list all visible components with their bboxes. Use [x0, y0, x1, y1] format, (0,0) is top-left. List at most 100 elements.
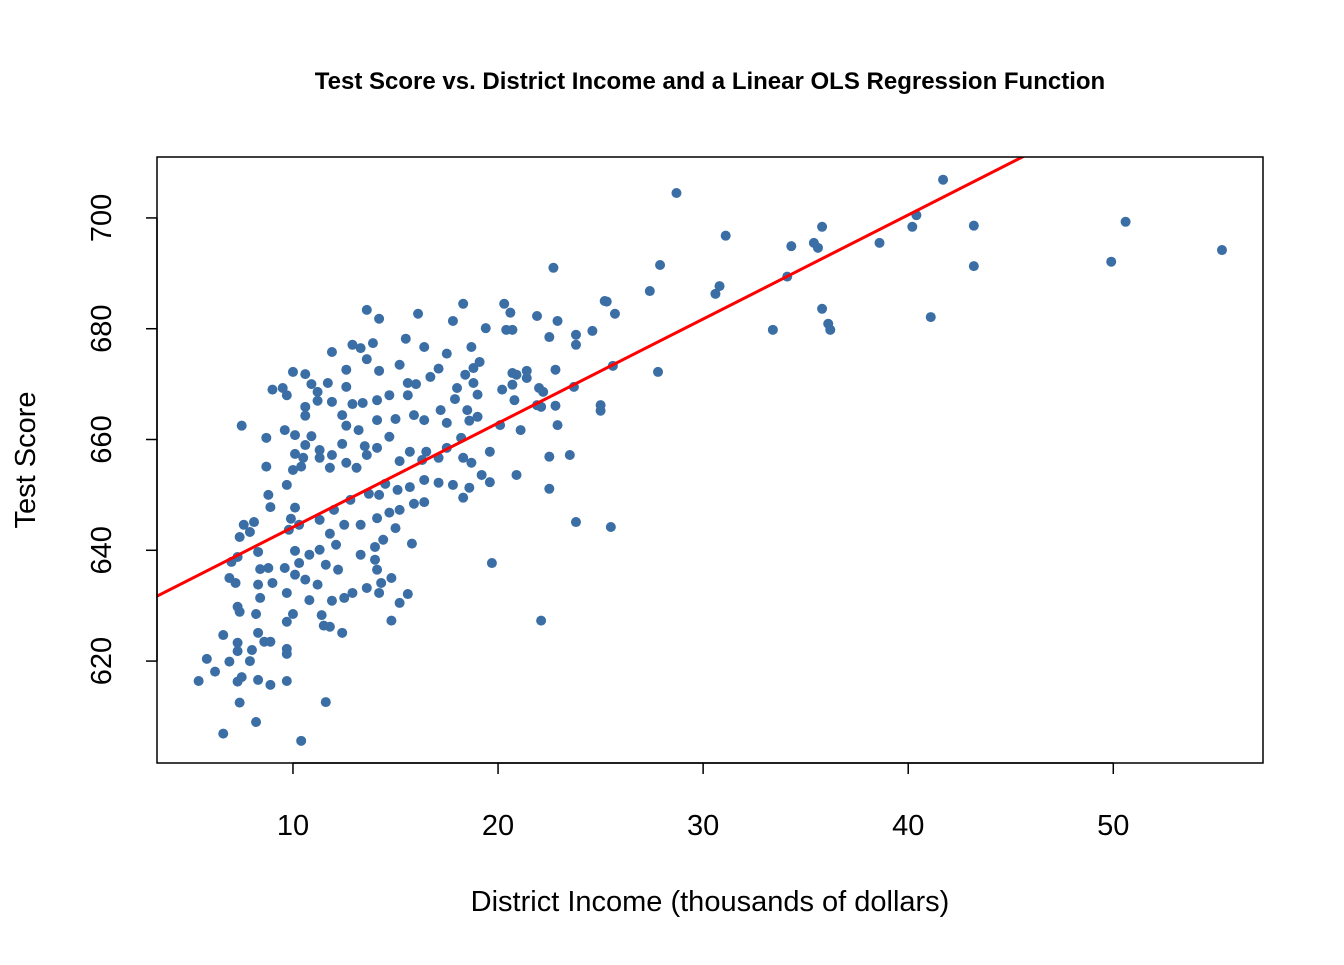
- data-point: [384, 390, 395, 401]
- data-point: [421, 446, 432, 457]
- data-point: [267, 384, 278, 395]
- data-point: [320, 559, 331, 570]
- data-point: [265, 679, 276, 690]
- data-point: [253, 627, 264, 638]
- x-tick-label: 40: [892, 810, 924, 842]
- data-point: [290, 502, 301, 513]
- points-layer: [193, 174, 1227, 746]
- data-point: [314, 452, 325, 463]
- data-point: [570, 329, 581, 340]
- data-point: [372, 415, 383, 426]
- data-point: [376, 577, 387, 588]
- data-point: [261, 432, 272, 443]
- data-point: [825, 324, 836, 335]
- data-point: [550, 364, 561, 375]
- data-point: [337, 627, 348, 638]
- data-point: [246, 644, 257, 655]
- data-point: [458, 492, 469, 503]
- data-point: [570, 339, 581, 350]
- data-point: [507, 379, 518, 390]
- data-point: [394, 504, 405, 515]
- data-point: [314, 514, 325, 525]
- data-point: [341, 364, 352, 375]
- data-point: [499, 298, 510, 309]
- x-tick-label: 20: [482, 810, 514, 842]
- data-point: [339, 519, 350, 530]
- data-point: [710, 288, 721, 299]
- data-point: [306, 379, 317, 390]
- data-point: [536, 615, 547, 626]
- data-point: [538, 386, 549, 397]
- data-point: [255, 592, 266, 603]
- data-point: [507, 324, 518, 335]
- data-point: [339, 592, 350, 603]
- data-point: [355, 549, 366, 560]
- data-point: [497, 384, 508, 395]
- data-point: [306, 431, 317, 442]
- data-point: [290, 448, 301, 459]
- data-point: [218, 728, 229, 739]
- data-point: [587, 325, 598, 336]
- data-point: [720, 230, 731, 241]
- data-point: [548, 262, 559, 273]
- data-point: [355, 343, 366, 354]
- data-point: [812, 242, 823, 253]
- data-point: [714, 281, 725, 292]
- data-point: [874, 237, 885, 248]
- data-point: [817, 221, 828, 232]
- data-point: [480, 323, 491, 334]
- data-point: [320, 697, 331, 708]
- x-axis: 10 20 30 40 50: [277, 762, 1129, 842]
- data-point: [253, 674, 264, 685]
- data-point: [394, 359, 405, 370]
- data-point: [324, 528, 335, 539]
- y-tick-label: 620: [86, 637, 118, 685]
- x-tick-label: 10: [277, 810, 309, 842]
- data-point: [484, 477, 495, 488]
- data-point: [370, 541, 381, 552]
- data-point: [367, 338, 378, 349]
- data-point: [486, 558, 497, 569]
- data-point: [1216, 245, 1227, 256]
- data-point: [394, 597, 405, 608]
- data-point: [304, 549, 315, 560]
- data-point: [1120, 216, 1131, 227]
- data-point: [404, 482, 415, 493]
- data-point: [281, 616, 292, 627]
- data-point: [460, 369, 471, 380]
- data-point: [378, 534, 389, 545]
- data-point: [925, 312, 936, 323]
- data-point: [253, 579, 264, 590]
- data-point: [466, 457, 477, 468]
- data-point: [817, 303, 828, 314]
- data-point: [402, 378, 413, 389]
- data-point: [244, 527, 255, 538]
- data-point: [1106, 256, 1117, 267]
- data-point: [472, 389, 483, 400]
- data-point: [263, 489, 274, 500]
- data-point: [331, 539, 342, 550]
- data-point: [907, 221, 918, 232]
- data-point: [374, 313, 385, 324]
- data-point: [251, 608, 262, 619]
- data-point: [314, 544, 325, 555]
- data-point: [281, 479, 292, 490]
- data-point: [515, 425, 526, 436]
- data-point: [570, 517, 581, 528]
- data-point: [464, 482, 475, 493]
- data-point: [234, 697, 245, 708]
- data-point: [372, 564, 383, 575]
- y-axis-label: Test Score: [10, 392, 42, 529]
- data-point: [300, 574, 311, 585]
- data-point: [384, 507, 395, 518]
- data-point: [532, 310, 543, 321]
- data-point: [374, 587, 385, 598]
- data-point: [372, 442, 383, 453]
- data-point: [234, 531, 245, 542]
- data-point: [326, 396, 337, 407]
- data-point: [312, 386, 323, 397]
- data-point: [511, 469, 522, 480]
- data-point: [312, 395, 323, 406]
- regression-line: [157, 157, 1026, 598]
